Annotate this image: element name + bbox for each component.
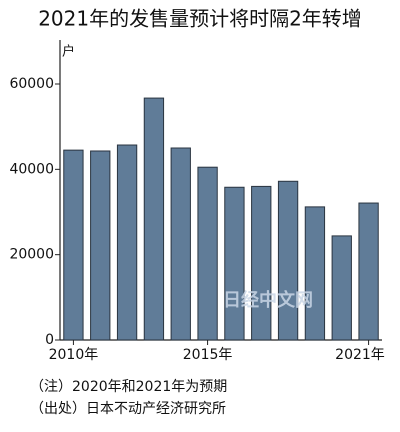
bar (116, 144, 138, 341)
bar (251, 185, 272, 341)
bar (63, 149, 84, 341)
y-tick-label: 60000 (9, 76, 54, 92)
bar (277, 180, 299, 341)
chart-title: 2021年的发售量预计将时隔2年转增 (38, 7, 362, 31)
x-tick-label: 2010年 (49, 347, 99, 363)
note: （注）2020年和2021年为预期 (30, 379, 227, 395)
y-tick-label: 0 (45, 332, 54, 348)
bar (304, 206, 326, 341)
y-tick-label: 20000 (9, 247, 54, 263)
x-tick-label: 2021年 (335, 347, 385, 363)
y-tick-label: 40000 (9, 161, 54, 177)
bar (224, 186, 245, 341)
bar (90, 150, 111, 341)
bar (170, 147, 191, 341)
x-tick-label: 2015年 (183, 347, 233, 363)
bar (358, 202, 379, 341)
note: （出处）日本不动产经济研究所 (30, 401, 226, 417)
y-axis-label: 户 (62, 44, 75, 60)
bar (143, 97, 165, 341)
bar (331, 235, 352, 341)
bar (197, 166, 218, 341)
watermark: 日经中文网 (223, 289, 313, 311)
